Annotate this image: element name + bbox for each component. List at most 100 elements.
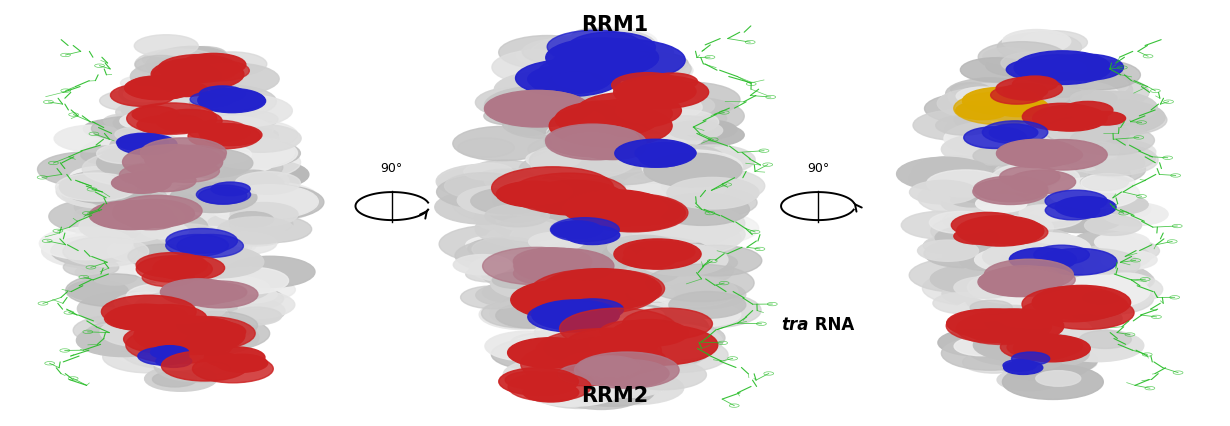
- Circle shape: [956, 102, 1009, 121]
- Circle shape: [97, 202, 184, 232]
- Circle shape: [175, 298, 237, 319]
- Circle shape: [121, 77, 159, 90]
- Circle shape: [166, 229, 237, 253]
- Circle shape: [1069, 243, 1151, 271]
- Circle shape: [1005, 214, 1049, 229]
- Circle shape: [945, 169, 998, 187]
- Circle shape: [191, 93, 234, 108]
- Circle shape: [150, 346, 188, 359]
- Circle shape: [170, 183, 257, 213]
- Circle shape: [669, 122, 723, 141]
- Circle shape: [616, 98, 690, 124]
- Circle shape: [199, 124, 250, 142]
- Circle shape: [510, 334, 563, 351]
- Circle shape: [192, 158, 252, 179]
- Circle shape: [197, 186, 251, 204]
- Circle shape: [601, 237, 713, 276]
- Circle shape: [622, 170, 726, 205]
- Circle shape: [105, 308, 169, 330]
- Circle shape: [1010, 135, 1052, 150]
- Circle shape: [225, 256, 315, 288]
- Circle shape: [188, 121, 248, 142]
- Circle shape: [996, 332, 1048, 349]
- Circle shape: [154, 47, 231, 74]
- Circle shape: [951, 193, 991, 207]
- Circle shape: [1033, 118, 1129, 151]
- Circle shape: [216, 217, 295, 245]
- Circle shape: [1054, 154, 1129, 179]
- Circle shape: [986, 180, 1046, 201]
- Circle shape: [439, 226, 547, 263]
- Circle shape: [518, 261, 609, 293]
- Circle shape: [624, 335, 669, 351]
- Circle shape: [1011, 352, 1049, 366]
- Circle shape: [560, 308, 676, 349]
- Circle shape: [582, 136, 692, 174]
- Circle shape: [1068, 145, 1159, 176]
- Circle shape: [97, 148, 160, 170]
- Circle shape: [556, 270, 664, 308]
- Circle shape: [991, 276, 1038, 293]
- Circle shape: [107, 170, 146, 184]
- Circle shape: [1023, 334, 1080, 354]
- Circle shape: [114, 341, 184, 365]
- Circle shape: [969, 90, 1026, 109]
- Circle shape: [75, 171, 140, 193]
- Circle shape: [444, 173, 520, 200]
- Circle shape: [198, 90, 266, 113]
- Circle shape: [1006, 60, 1064, 81]
- Circle shape: [665, 281, 745, 309]
- Circle shape: [453, 186, 561, 224]
- Circle shape: [1031, 70, 1114, 99]
- Circle shape: [633, 241, 710, 267]
- Circle shape: [646, 142, 702, 161]
- Circle shape: [534, 196, 613, 224]
- Circle shape: [435, 190, 533, 225]
- Circle shape: [673, 110, 727, 129]
- Circle shape: [594, 191, 641, 207]
- Circle shape: [1007, 134, 1102, 167]
- Circle shape: [1033, 246, 1090, 265]
- Circle shape: [230, 203, 298, 227]
- Circle shape: [145, 236, 205, 256]
- Circle shape: [646, 110, 718, 135]
- Circle shape: [194, 283, 247, 302]
- Circle shape: [974, 291, 1073, 326]
- Circle shape: [1064, 183, 1103, 196]
- Circle shape: [508, 334, 597, 364]
- Circle shape: [1015, 192, 1065, 210]
- Circle shape: [589, 202, 652, 224]
- Circle shape: [1000, 167, 1060, 187]
- Circle shape: [42, 234, 141, 268]
- Circle shape: [571, 185, 648, 212]
- Circle shape: [111, 85, 175, 107]
- Circle shape: [627, 142, 722, 175]
- Circle shape: [581, 195, 685, 231]
- Circle shape: [606, 332, 652, 348]
- Circle shape: [517, 47, 569, 65]
- Circle shape: [946, 79, 1036, 110]
- Circle shape: [970, 300, 1012, 315]
- Circle shape: [1050, 149, 1096, 165]
- Circle shape: [134, 36, 198, 58]
- Circle shape: [985, 312, 1050, 335]
- Circle shape: [646, 265, 754, 302]
- Circle shape: [497, 182, 571, 207]
- Circle shape: [1002, 360, 1037, 371]
- Circle shape: [137, 117, 189, 135]
- Circle shape: [538, 186, 616, 213]
- Circle shape: [103, 341, 196, 373]
- Circle shape: [138, 348, 189, 365]
- Circle shape: [549, 308, 630, 336]
- Circle shape: [533, 376, 627, 409]
- Text: RRM1: RRM1: [582, 15, 648, 35]
- Circle shape: [909, 259, 1007, 293]
- Circle shape: [594, 162, 701, 199]
- Circle shape: [918, 241, 979, 262]
- Circle shape: [491, 267, 587, 300]
- Circle shape: [640, 152, 684, 167]
- Circle shape: [197, 187, 240, 201]
- Circle shape: [667, 173, 715, 190]
- Circle shape: [438, 167, 531, 200]
- Circle shape: [192, 192, 235, 207]
